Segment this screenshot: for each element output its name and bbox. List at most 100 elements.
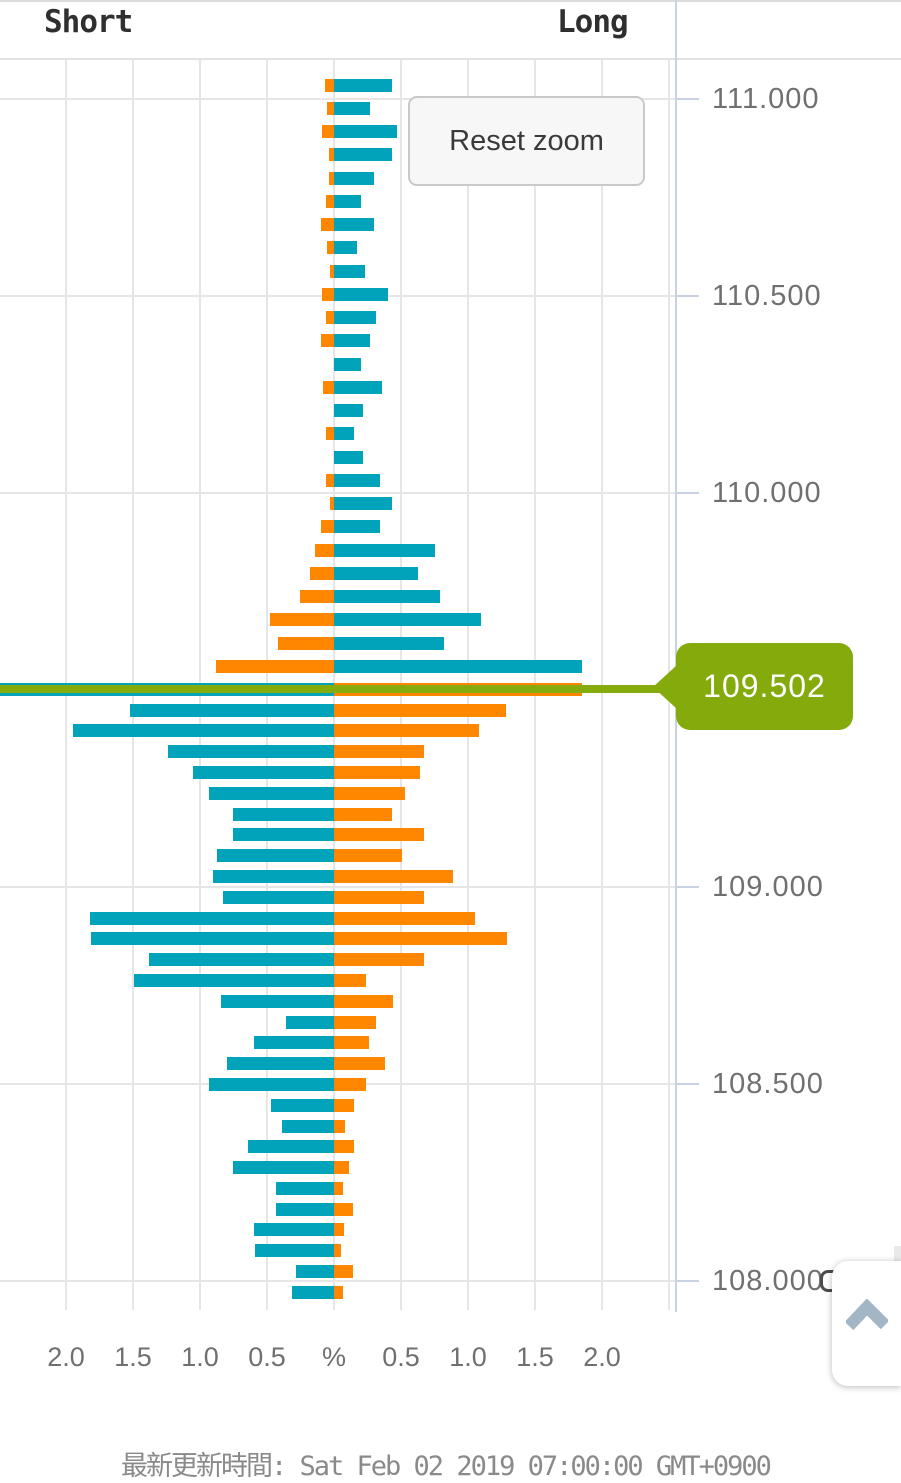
short-position-bar[interactable] [149, 953, 334, 966]
long-position-bar[interactable] [334, 995, 393, 1008]
reset-zoom-button[interactable]: Reset zoom [408, 96, 645, 186]
short-position-bar[interactable] [134, 974, 334, 987]
long-position-bar[interactable] [334, 953, 424, 966]
long-position-bar[interactable] [334, 1182, 343, 1195]
long-position-bar[interactable] [334, 241, 357, 254]
short-position-bar[interactable] [217, 849, 334, 862]
long-position-bar[interactable] [334, 1286, 343, 1299]
short-position-bar[interactable] [321, 334, 334, 347]
long-position-bar[interactable] [334, 932, 507, 945]
short-position-bar[interactable] [227, 1057, 334, 1070]
short-position-bar[interactable] [322, 125, 334, 138]
short-position-bar[interactable] [286, 1016, 334, 1029]
long-position-bar[interactable] [334, 1244, 341, 1257]
short-position-bar[interactable] [321, 520, 334, 533]
long-position-bar[interactable] [334, 404, 363, 417]
short-position-bar[interactable] [300, 590, 334, 603]
long-position-bar[interactable] [334, 451, 363, 464]
long-position-bar[interactable] [334, 1161, 349, 1174]
long-position-bar[interactable] [334, 358, 361, 371]
scroll-to-top-button[interactable] [832, 1261, 901, 1386]
short-position-bar[interactable] [213, 870, 334, 883]
short-position-bar[interactable] [254, 1223, 334, 1236]
short-position-bar[interactable] [270, 613, 334, 626]
long-position-bar[interactable] [334, 172, 374, 185]
short-position-bar[interactable] [193, 766, 334, 779]
short-position-bar[interactable] [276, 1203, 334, 1216]
long-position-bar[interactable] [334, 427, 354, 440]
short-position-bar[interactable] [216, 660, 334, 673]
short-position-bar[interactable] [315, 544, 334, 557]
long-position-bar[interactable] [334, 544, 435, 557]
long-position-bar[interactable] [334, 1057, 385, 1070]
short-position-bar[interactable] [254, 1036, 334, 1049]
long-position-bar[interactable] [334, 704, 506, 717]
short-position-bar[interactable] [90, 912, 334, 925]
long-position-bar[interactable] [334, 474, 380, 487]
short-position-bar[interactable] [326, 195, 334, 208]
long-position-bar[interactable] [334, 497, 392, 510]
short-position-bar[interactable] [276, 1182, 334, 1195]
long-position-bar[interactable] [334, 1223, 344, 1236]
long-position-bar[interactable] [334, 745, 424, 758]
short-position-bar[interactable] [233, 828, 334, 841]
short-position-bar[interactable] [221, 995, 334, 1008]
long-position-bar[interactable] [334, 218, 374, 231]
long-position-bar[interactable] [334, 766, 420, 779]
short-position-bar[interactable] [91, 932, 334, 945]
short-position-bar[interactable] [327, 102, 334, 115]
short-position-bar[interactable] [322, 288, 334, 301]
long-position-bar[interactable] [334, 828, 424, 841]
long-position-bar[interactable] [334, 1016, 376, 1029]
short-position-bar[interactable] [310, 567, 334, 580]
long-position-bar[interactable] [334, 195, 361, 208]
short-position-bar[interactable] [327, 241, 334, 254]
long-position-bar[interactable] [334, 334, 370, 347]
short-position-bar[interactable] [292, 1286, 334, 1299]
short-position-bar[interactable] [271, 1099, 334, 1112]
short-position-bar[interactable] [278, 637, 334, 650]
long-position-bar[interactable] [334, 660, 582, 673]
long-position-bar[interactable] [334, 724, 479, 737]
long-position-bar[interactable] [334, 870, 453, 883]
long-position-bar[interactable] [334, 1203, 353, 1216]
long-position-bar[interactable] [334, 613, 481, 626]
short-position-bar[interactable] [130, 704, 334, 717]
short-position-bar[interactable] [282, 1120, 334, 1133]
long-position-bar[interactable] [334, 567, 418, 580]
short-position-bar[interactable] [209, 1078, 334, 1091]
short-position-bar[interactable] [209, 787, 334, 800]
long-position-bar[interactable] [334, 849, 402, 862]
long-position-bar[interactable] [334, 102, 370, 115]
long-position-bar[interactable] [334, 311, 376, 324]
long-position-bar[interactable] [334, 912, 475, 925]
long-position-bar[interactable] [334, 1140, 354, 1153]
short-position-bar[interactable] [326, 311, 334, 324]
short-position-bar[interactable] [325, 79, 334, 92]
short-position-bar[interactable] [326, 427, 334, 440]
long-position-bar[interactable] [334, 148, 392, 161]
short-position-bar[interactable] [326, 474, 334, 487]
long-position-bar[interactable] [334, 974, 366, 987]
long-position-bar[interactable] [334, 520, 380, 533]
short-position-bar[interactable] [223, 891, 334, 904]
long-position-bar[interactable] [334, 1036, 369, 1049]
short-position-bar[interactable] [168, 745, 334, 758]
long-position-bar[interactable] [334, 1120, 345, 1133]
long-position-bar[interactable] [334, 288, 388, 301]
long-position-bar[interactable] [334, 1099, 354, 1112]
short-position-bar[interactable] [329, 172, 334, 185]
short-position-bar[interactable] [233, 808, 334, 821]
long-position-bar[interactable] [334, 787, 405, 800]
short-position-bar[interactable] [323, 381, 334, 394]
short-position-bar[interactable] [329, 148, 334, 161]
long-position-bar[interactable] [334, 1265, 353, 1278]
long-position-bar[interactable] [334, 808, 392, 821]
short-position-bar[interactable] [255, 1244, 334, 1257]
short-position-bar[interactable] [321, 218, 334, 231]
short-position-bar[interactable] [233, 1161, 334, 1174]
short-position-bar[interactable] [73, 724, 334, 737]
long-position-bar[interactable] [334, 79, 392, 92]
chart-plot-area[interactable] [0, 0, 678, 1312]
long-position-bar[interactable] [334, 381, 382, 394]
